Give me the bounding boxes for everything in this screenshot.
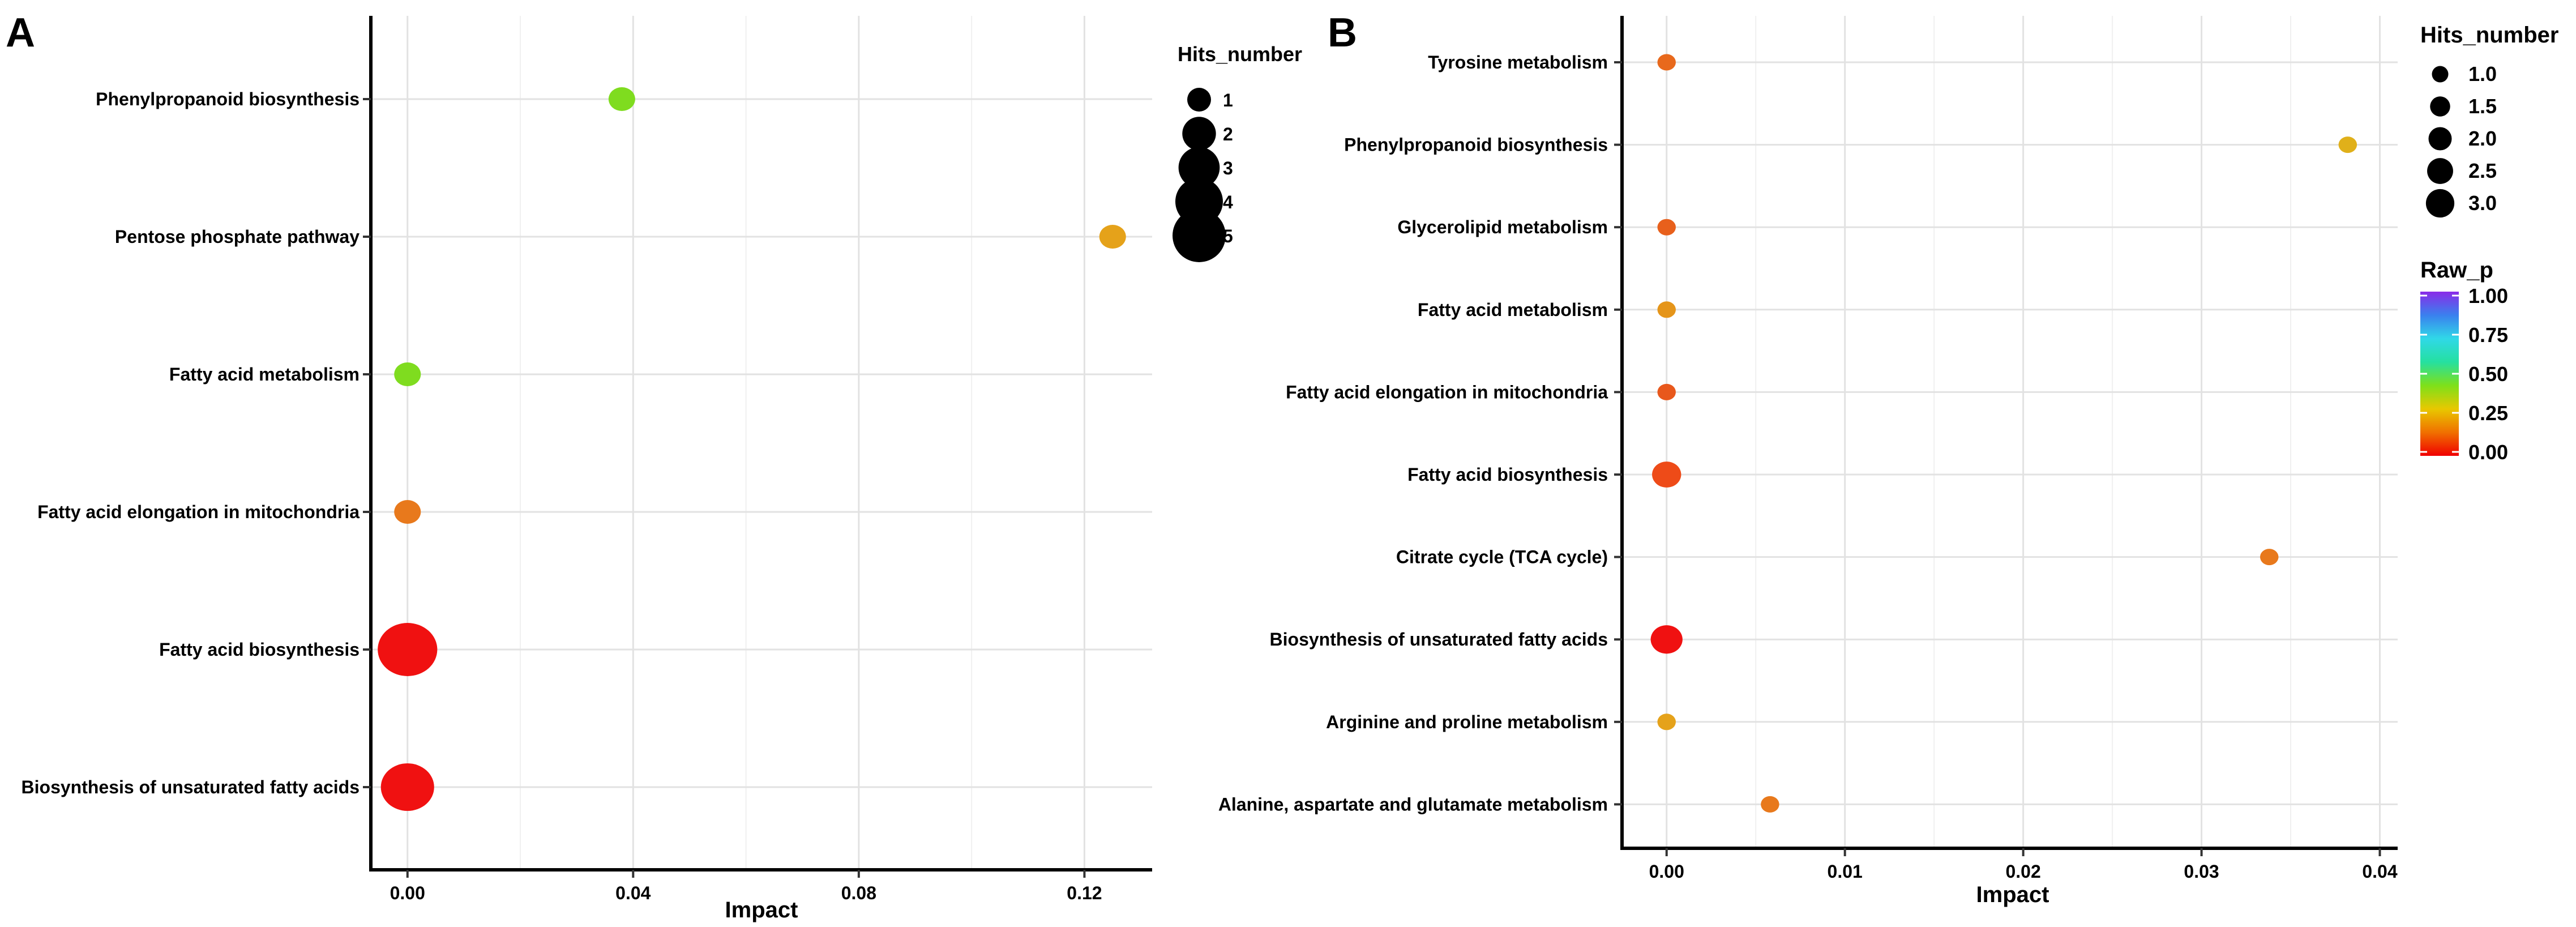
panel-a-size-legend-title: Hits_number [1178, 42, 1302, 66]
panel-b-points [1650, 54, 2357, 813]
size-legend-dot [1178, 147, 1220, 189]
data-point [1657, 383, 1676, 400]
panel-a-x-axis-title: Impact [725, 898, 798, 922]
y-tick-label: Phenylpropanoid biosynthesis [96, 89, 360, 109]
y-tick-label: Fatty acid metabolism [1418, 300, 1608, 320]
y-tick-label: Pentose phosphate pathway [115, 227, 360, 247]
x-tick-label: 0.00 [1649, 861, 1684, 882]
panel-b-color-legend-title: Raw_p [2420, 258, 2493, 283]
panel-b-size-legend: Hits_number 1.0 1.5 2.0 2.5 3.0 [2420, 23, 2559, 218]
size-legend-label: 5 [1223, 226, 1233, 246]
panel-label-a: A [6, 10, 35, 55]
size-legend-dot [2430, 96, 2450, 117]
y-tick-label: Biosynthesis of unsaturated fatty acids [22, 777, 360, 797]
y-tick-label: Arginine and proline metabolism [1326, 712, 1608, 732]
y-tick-label: Fatty acid biosynthesis [159, 639, 360, 660]
data-point [2260, 549, 2279, 566]
panel-b-color-legend: Raw_p 1.00 0.75 0.50 0.25 0.00 [2420, 258, 2508, 464]
y-tick-label: Glycerolipid metabolism [1397, 217, 1608, 237]
size-legend-label: 2.5 [2468, 159, 2497, 182]
panel-a-plot-area [371, 16, 1152, 870]
panel-b-plot-area [1622, 16, 2398, 848]
panel-label-b: B [1328, 10, 1357, 55]
x-tick-label: 0.02 [2005, 861, 2040, 882]
panel-a-x-ticks: 0.00 0.04 0.08 0.12 [390, 870, 1102, 903]
color-legend-label: 0.00 [2468, 441, 2508, 464]
color-legend-label: 0.25 [2468, 401, 2508, 425]
panel-a-points [378, 87, 1126, 811]
size-legend-dot [1173, 209, 1226, 262]
panel-b-y-tick-labels: Tyrosine metabolism Phenylpropanoid biosy… [1218, 52, 1622, 814]
panel-a-y-tick-labels: Phenylpropanoid biosynthesis Pentose phos… [22, 89, 371, 797]
panel-a-size-legend: Hits_number 1 2 3 4 5 [1173, 42, 1302, 262]
data-point [1761, 796, 1779, 813]
x-tick-label: 0.03 [2184, 861, 2219, 882]
size-legend-dot [1182, 117, 1216, 151]
panel-b-gridlines [1622, 16, 2398, 848]
data-point [1657, 301, 1676, 318]
panel-b-chart: 0.00 0.01 0.02 0.03 0.04 Tyrosine metabolism… [1218, 16, 2559, 907]
size-legend-dot [2425, 189, 2455, 218]
y-tick-label: Alanine, aspartate and glutamate metabol… [1218, 794, 1608, 814]
data-point [378, 623, 438, 676]
size-legend-dot [2427, 158, 2453, 184]
y-tick-label: Biosynthesis of unsaturated fatty acids [1270, 629, 1608, 650]
x-tick-label: 0.01 [1828, 861, 1863, 882]
data-point [608, 87, 635, 111]
size-legend-dot [1187, 88, 1211, 112]
y-tick-label: Fatty acid elongation in mitochondria [1286, 382, 1608, 402]
data-point [2338, 136, 2357, 153]
panel-a-gridlines [371, 16, 1152, 870]
x-tick-label: 0.04 [615, 883, 651, 903]
data-point [1099, 225, 1126, 249]
size-legend-label: 4 [1223, 192, 1233, 212]
data-point [1650, 625, 1683, 654]
y-tick-label: Citrate cycle (TCA cycle) [1396, 547, 1608, 567]
color-legend-label: 0.75 [2468, 323, 2508, 347]
y-tick-label: Fatty acid elongation in mitochondria [37, 502, 360, 522]
panel-a-chart: 0.00 0.04 0.08 0.12 Phenylpropanoid biosynt… [22, 16, 1302, 922]
panel-b-size-legend-title: Hits_number [2420, 23, 2559, 48]
y-tick-label: Fatty acid biosynthesis [1407, 464, 1608, 485]
size-legend-dot [2432, 66, 2449, 83]
x-tick-label: 0.08 [841, 883, 876, 903]
data-point [1657, 219, 1676, 236]
x-tick-label: 0.00 [390, 883, 425, 903]
size-legend-label: 3 [1223, 158, 1233, 178]
color-legend-label: 1.00 [2468, 284, 2508, 307]
data-point [1657, 54, 1676, 71]
size-legend-label: 2.0 [2468, 127, 2497, 150]
x-tick-label: 0.04 [2362, 861, 2397, 882]
size-legend-label: 1.0 [2468, 62, 2497, 86]
y-tick-label: Phenylpropanoid biosynthesis [1344, 135, 1608, 155]
size-legend-dot [2428, 127, 2452, 151]
data-point [380, 763, 434, 811]
size-legend-label: 1 [1223, 90, 1233, 110]
data-point [394, 362, 421, 386]
data-point [394, 500, 421, 524]
panel-b-x-ticks: 0.00 0.01 0.02 0.03 0.04 [1649, 848, 2398, 882]
size-legend-label: 2 [1223, 124, 1233, 144]
data-point [1652, 462, 1681, 488]
x-tick-label: 0.12 [1067, 883, 1102, 903]
y-tick-label: Fatty acid metabolism [169, 364, 360, 385]
panel-b-x-axis-title: Impact [1976, 882, 2049, 907]
size-legend-label: 1.5 [2468, 95, 2497, 118]
data-point [1657, 714, 1676, 731]
y-tick-label: Tyrosine metabolism [1428, 52, 1608, 72]
size-legend-label: 3.0 [2468, 191, 2497, 215]
color-legend-label: 0.50 [2468, 362, 2508, 386]
